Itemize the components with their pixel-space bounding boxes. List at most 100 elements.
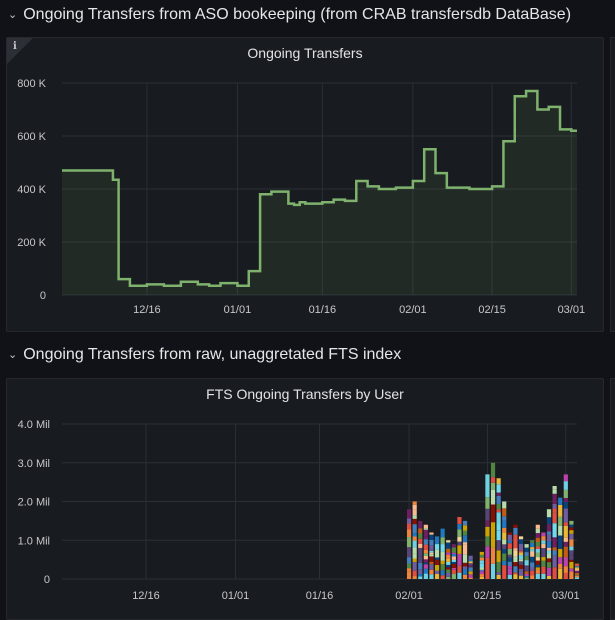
- bar-segment: [569, 520, 574, 525]
- bar-segment: [518, 568, 524, 571]
- bar-segment: [434, 536, 440, 545]
- x-tick-label: 12/16: [132, 590, 160, 602]
- bar-segment: [479, 560, 484, 564]
- x-tick-label: 02/01: [399, 304, 427, 316]
- bar-segment: [546, 541, 552, 548]
- bar-segment: [423, 564, 428, 569]
- x-tick-label: 01/01: [222, 590, 250, 602]
- bar-segment: [429, 550, 434, 553]
- bar-segment: [518, 561, 524, 565]
- bar-segment: [502, 560, 507, 566]
- bar-segment: [485, 474, 490, 498]
- panel-info[interactable]: i: [7, 38, 33, 64]
- bar-segment: [434, 549, 440, 558]
- y-tick-label: 400 K: [17, 184, 46, 196]
- bar-segment: [462, 520, 468, 526]
- bar-segment: [490, 462, 496, 478]
- bar-segment: [412, 524, 417, 534]
- bar-segment: [479, 557, 484, 561]
- bar-segment: [412, 576, 417, 579]
- bar-segment: [423, 559, 428, 563]
- bar-segment: [546, 509, 552, 518]
- bar-segment: [535, 552, 540, 558]
- bar-segment: [530, 551, 535, 557]
- bar-segment: [418, 556, 423, 563]
- bar-segment: [524, 565, 529, 572]
- row-header-fts[interactable]: ⌄ Ongoing Transfers from raw, unaggretat…: [8, 343, 401, 367]
- bar-segment: [518, 555, 524, 560]
- bar-segment: [423, 573, 428, 579]
- bar-segment: [468, 565, 473, 568]
- bar-segment: [429, 545, 434, 550]
- bar-segment: [563, 522, 568, 526]
- bar-segment: [446, 572, 451, 577]
- bar-segment: [552, 555, 557, 568]
- bar-segment: [412, 570, 417, 577]
- bar-segment: [434, 573, 440, 579]
- bar-segment: [446, 545, 451, 549]
- panel-title[interactable]: FTS Ongoing Transfers by User: [206, 386, 404, 402]
- bar-segment: [535, 548, 540, 553]
- bar-segment: [507, 561, 512, 567]
- bar-segment: [418, 574, 423, 577]
- bar-segment: [406, 529, 412, 538]
- bar-segment: [563, 537, 568, 542]
- bar-segment: [552, 567, 557, 579]
- bar-segment: [535, 542, 540, 547]
- bar-segment: [451, 556, 456, 560]
- bar-segment: [569, 539, 574, 547]
- bar-segment: [485, 536, 490, 547]
- bar-segment: [507, 548, 512, 555]
- y-tick-label: 4.0 Mil: [18, 419, 50, 431]
- bar-segment: [462, 574, 468, 579]
- bar-segment: [513, 562, 518, 567]
- x-tick-label: 01/16: [309, 304, 337, 316]
- bar-segment: [451, 569, 456, 574]
- bar-segment: [451, 573, 456, 579]
- panel-ongoing-transfers: i Ongoing Transfers 0 200 K 400 K 600 K 800 …: [6, 37, 604, 332]
- bar-segment: [569, 561, 574, 569]
- bar-segment: [429, 574, 434, 579]
- y-tick-label: 1.0 Mil: [18, 535, 50, 547]
- bar-segment: [457, 565, 462, 573]
- bar-segment: [446, 542, 451, 546]
- bar-segment: [423, 549, 428, 554]
- x-tick-label: 01/16: [306, 590, 334, 602]
- bar-segment: [513, 574, 518, 579]
- bar-segment: [446, 564, 451, 568]
- bar-segment: [558, 497, 563, 505]
- bar-segment: [502, 544, 507, 550]
- bar-segment: [462, 566, 468, 570]
- bar-segment: [513, 527, 518, 535]
- bar-segment: [457, 529, 462, 538]
- bar-segment: [446, 567, 451, 570]
- bar-segment: [541, 536, 546, 541]
- bar-segment: [502, 516, 507, 521]
- bar-segment: [485, 546, 490, 558]
- bar-segment: [451, 547, 456, 553]
- bar-segment: [457, 541, 462, 546]
- bar-segment: [552, 493, 557, 504]
- bar-segment: [451, 553, 456, 557]
- bar-segment: [513, 572, 518, 575]
- bar-segment: [462, 535, 468, 543]
- bar-segment: [535, 524, 540, 529]
- bar-segment: [440, 551, 445, 561]
- bar-segment: [524, 544, 529, 548]
- bar-segment: [462, 542, 468, 545]
- bar-segment: [502, 527, 507, 533]
- bar-segment: [574, 577, 580, 579]
- bar-segment: [423, 553, 428, 556]
- bar-segment: [406, 518, 412, 524]
- info-icon: i: [13, 41, 17, 52]
- panel-title[interactable]: Ongoing Transfers: [247, 45, 363, 61]
- bar-segment: [429, 549, 434, 551]
- bar-segment: [418, 528, 423, 534]
- bar-segment: [423, 544, 428, 550]
- bar-segment: [451, 567, 456, 570]
- bar-segment: [462, 530, 468, 536]
- bar-segment: [513, 550, 518, 557]
- row-header-aso[interactable]: ⌄ Ongoing Transfers from ASO bookeeping …: [8, 3, 571, 27]
- bar-segment: [406, 550, 412, 558]
- bar-segment: [496, 574, 501, 579]
